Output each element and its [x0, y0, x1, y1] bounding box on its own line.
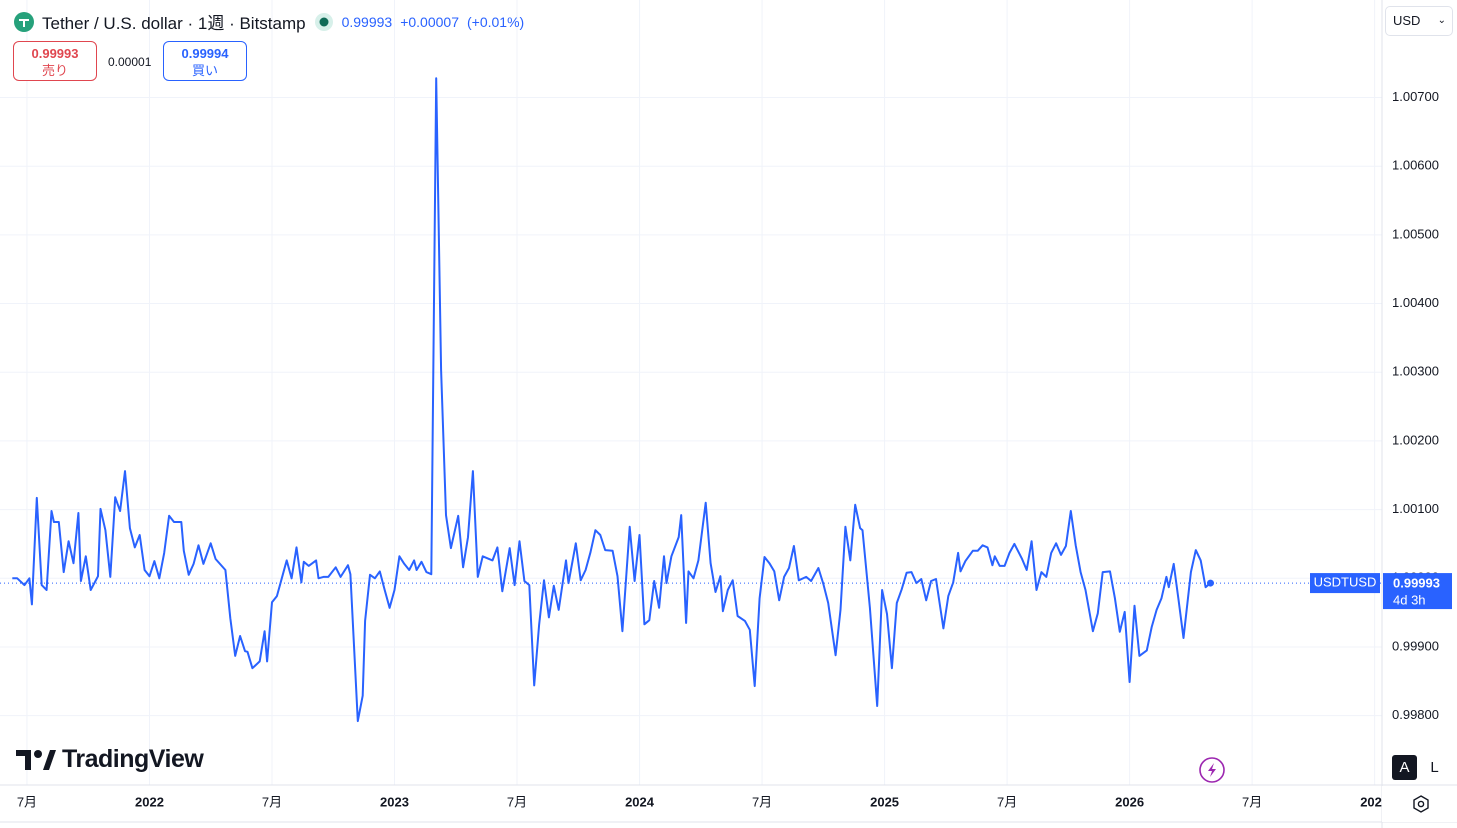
y-tick-label: 1.00100 — [1392, 501, 1439, 516]
price-badge-value: 0.99993 — [1393, 576, 1440, 591]
x-tick-label: 2022 — [135, 794, 164, 809]
x-tick-label: 2025 — [870, 794, 899, 809]
tv-icon — [16, 749, 56, 770]
series-name: USDTUSD — [1314, 575, 1377, 590]
y-tick-label: 0.99900 — [1392, 638, 1439, 653]
countdown: 4d 3h — [1393, 593, 1426, 608]
y-tick-label: 0.99800 — [1392, 707, 1439, 722]
tether-icon — [14, 11, 34, 32]
auto-scale-button[interactable]: A — [1392, 755, 1417, 780]
price-change: +0.00007 — [400, 13, 459, 30]
buy-price: 0.99994 — [181, 46, 229, 61]
buy-label: 買い — [191, 63, 218, 78]
last-price: 0.99993 — [341, 13, 393, 30]
x-tick-label: 2026 — [1115, 794, 1144, 809]
currency-select[interactable]: USD ⌄ — [1385, 6, 1453, 36]
buy-button[interactable]: 0.99994 買い — [163, 41, 247, 81]
x-tick-label: 7月 — [262, 794, 282, 809]
price-line — [12, 77, 1212, 723]
y-tick-label: 1.00500 — [1392, 226, 1439, 241]
y-tick-label: 1.00700 — [1392, 89, 1439, 104]
y-tick-label: 1.00400 — [1392, 295, 1439, 310]
sell-button[interactable]: 0.99993 売り — [13, 41, 97, 81]
x-tick-label: 7月 — [752, 794, 772, 809]
x-tick-label: 7月 — [1242, 794, 1262, 809]
x-tick-label: 2027 — [1360, 794, 1389, 809]
x-tick-label: 7月 — [17, 794, 37, 809]
y-tick-label: 1.00300 — [1392, 364, 1439, 379]
flash-icon[interactable] — [1198, 756, 1226, 784]
market-status — [314, 12, 333, 31]
currency: USD — [1393, 13, 1421, 28]
symbol-title[interactable]: Tether / U.S. dollar · 1週 · Bitstamp — [42, 14, 306, 33]
log-scale-button[interactable]: L — [1430, 759, 1439, 776]
sell-label: 売り — [41, 63, 68, 78]
y-tick-label: 1.00200 — [1392, 432, 1439, 447]
y-tick-label: 1.00600 — [1392, 158, 1439, 173]
y-axis-panel — [1382, 0, 1457, 828]
last-point — [1206, 579, 1214, 587]
x-tick-label: 7月 — [507, 794, 527, 809]
brand-name: TradingView — [62, 745, 204, 773]
series-name-badge — [1310, 573, 1380, 594]
sell-price: 0.99993 — [31, 46, 79, 61]
axis-mask — [1382, 786, 1457, 822]
x-tick-label: 7月 — [997, 794, 1017, 809]
x-tick-label: 2023 — [380, 794, 409, 809]
brand-logo[interactable]: TradingView — [16, 745, 204, 774]
x-axis-panel — [0, 785, 1457, 828]
settings-icon[interactable] — [1410, 793, 1432, 815]
symbol-header: Tether / U.S. dollar · 1週 · Bitstamp 0.9… — [14, 9, 524, 34]
chevron: ⌄ — [1437, 15, 1446, 26]
price-badge — [1383, 573, 1452, 610]
spread: 0.00001 — [108, 55, 152, 69]
price-change-pct: (+0.01%) — [467, 13, 525, 30]
x-tick-label: 2024 — [625, 794, 655, 809]
